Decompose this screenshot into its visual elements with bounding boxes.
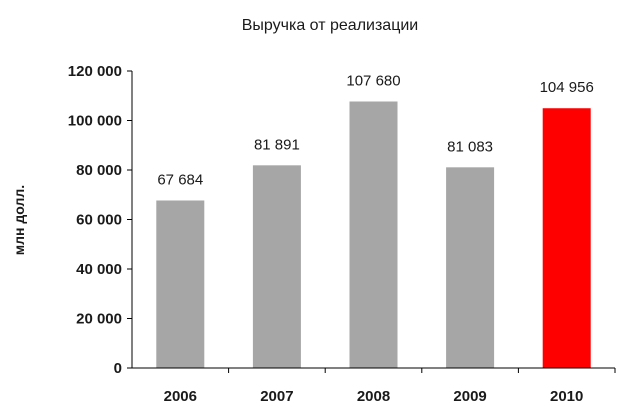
chart-title: Выручка от реализации: [242, 17, 418, 34]
bar-2007: [252, 165, 301, 368]
bar-2006: [156, 200, 205, 368]
y-tick-label: 40 000: [76, 261, 122, 278]
bar-2008: [349, 101, 398, 368]
x-tick-label-2006: 2006: [164, 388, 197, 405]
y-tick-label: 120 000: [68, 63, 122, 80]
data-label-2006: 67 684: [157, 171, 203, 188]
y-tick-label: 0: [114, 360, 122, 377]
x-tick-label-2008: 2008: [357, 388, 390, 405]
y-tick-label: 80 000: [76, 162, 122, 179]
x-tick-label-2009: 2009: [453, 388, 486, 405]
y-tick-label: 60 000: [76, 212, 122, 229]
x-tick-label-2007: 2007: [260, 388, 293, 405]
bars: [156, 101, 591, 369]
y-axis-label: млн долл.: [11, 185, 27, 255]
data-label-2008: 107 680: [346, 72, 400, 89]
x-tick-label-2010: 2010: [550, 388, 583, 405]
x-axis-ticks: 2006 2007 2008 2009 2010: [164, 368, 616, 405]
data-label-2007: 81 891: [254, 136, 300, 153]
y-tick-label: 20 000: [76, 311, 122, 328]
data-label-2009: 81 083: [447, 138, 493, 155]
data-labels: 67 684 81 891 107 680 81 083 104 956: [157, 72, 593, 188]
bar-2010: [542, 108, 591, 369]
y-axis-ticks: 0 20 000 40 000 60 000 80 000 100 000 120 000: [68, 63, 132, 377]
bar-2009: [446, 167, 495, 368]
y-tick-label: 100 000: [68, 113, 122, 130]
data-label-2010: 104 956: [540, 79, 594, 96]
